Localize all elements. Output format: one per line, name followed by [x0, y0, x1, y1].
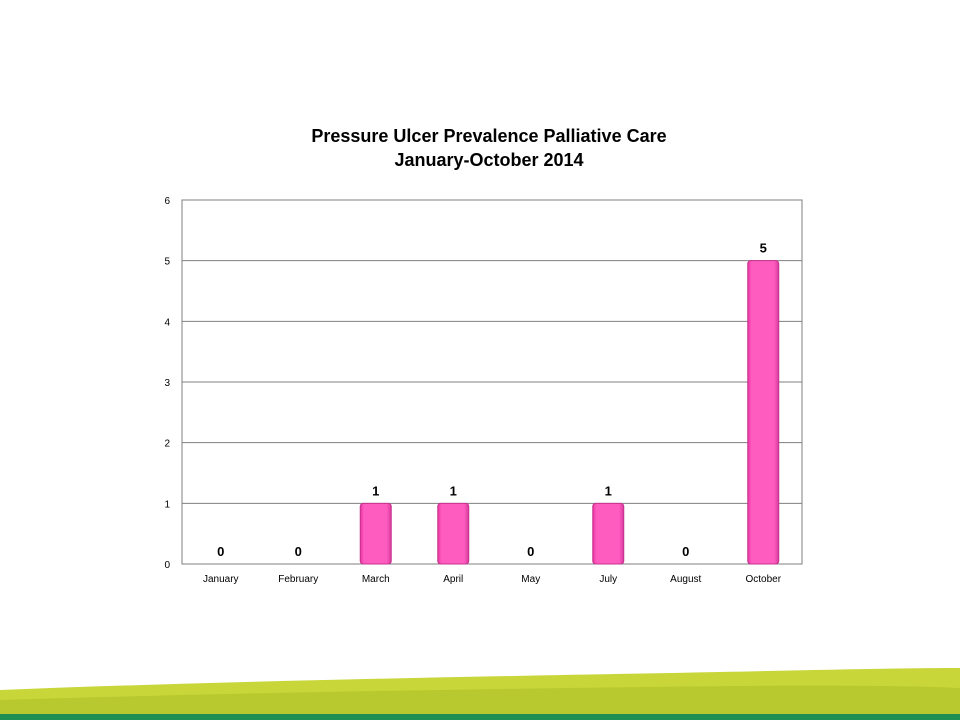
chart-subtitle: January-October 2014 [394, 150, 583, 170]
x-tick-label-july: July [599, 574, 617, 585]
y-tick-label: 5 [164, 257, 170, 268]
y-axis-tick-labels: 0 1 2 3 4 5 6 [164, 196, 170, 571]
data-labels: 0 0 1 1 0 1 0 5 [217, 241, 767, 559]
x-tick-label-august: August [670, 574, 701, 585]
x-axis-tick-labels: January February March April May July August Oc… [203, 574, 782, 585]
bar-april [437, 502, 470, 565]
x-tick-label-october: October [745, 574, 781, 585]
bar-october [747, 260, 780, 565]
data-label-april: 1 [450, 483, 457, 498]
data-label-july: 1 [605, 483, 612, 498]
x-tick-label-january: January [203, 574, 239, 585]
data-label-february: 0 [295, 544, 302, 559]
bar-july [592, 502, 625, 565]
data-label-march: 1 [372, 483, 379, 498]
y-tick-label: 0 [164, 560, 170, 571]
footer-wave-decoration [0, 668, 960, 720]
y-tick-label: 1 [164, 499, 170, 510]
x-tick-label-april: April [443, 574, 463, 585]
plot-area: 0 1 2 3 4 5 6 0 0 1 1 0 1 0 5 January February March Apr… [164, 196, 803, 585]
data-label-january: 0 [217, 544, 224, 559]
data-label-october: 5 [760, 241, 767, 256]
footer-wave-dark [0, 714, 960, 720]
x-tick-label-march: March [362, 574, 390, 585]
bar-march [359, 502, 392, 565]
data-label-august: 0 [682, 544, 689, 559]
plot-frame [181, 199, 803, 565]
y-tick-label: 2 [164, 439, 170, 450]
data-label-may: 0 [527, 544, 534, 559]
chart-title: Pressure Ulcer Prevalence Palliative Car… [311, 126, 666, 146]
gridlines [182, 260, 802, 504]
y-tick-label: 4 [164, 317, 170, 328]
x-tick-label-february: February [278, 574, 318, 585]
footer-wave-mid [0, 685, 960, 720]
bars [359, 260, 780, 565]
x-tick-label-may: May [521, 574, 540, 585]
y-tick-label: 6 [164, 196, 170, 207]
y-tick-label: 3 [164, 378, 170, 389]
